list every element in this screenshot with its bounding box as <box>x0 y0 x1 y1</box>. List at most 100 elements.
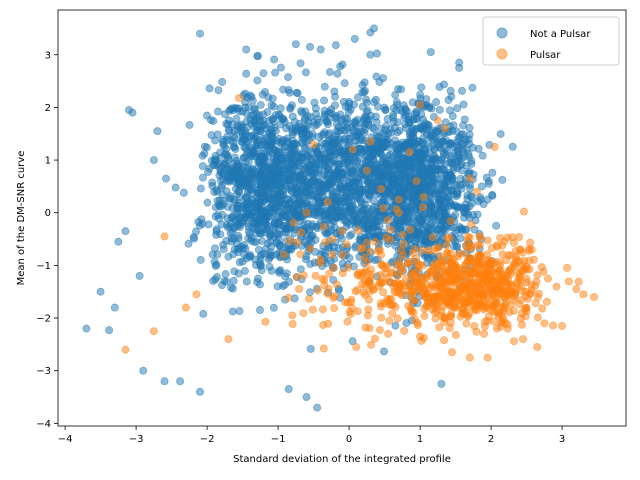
data-point <box>414 218 423 227</box>
data-point <box>110 303 119 312</box>
data-point <box>250 105 259 114</box>
data-point <box>362 238 371 247</box>
data-point <box>335 135 344 144</box>
data-point <box>358 206 367 215</box>
data-point <box>269 303 278 312</box>
data-point <box>313 286 322 295</box>
data-point <box>464 296 473 305</box>
data-point <box>288 311 297 320</box>
data-point <box>253 52 262 61</box>
data-point <box>459 304 468 313</box>
data-point <box>522 274 531 283</box>
data-point <box>253 76 262 85</box>
data-point <box>259 217 268 226</box>
data-point <box>242 110 251 119</box>
data-point <box>261 317 270 326</box>
data-point <box>272 237 281 246</box>
data-point <box>366 50 375 59</box>
data-point <box>236 220 245 229</box>
data-point <box>345 208 354 217</box>
data-point <box>214 107 223 116</box>
data-point <box>497 317 506 326</box>
data-point <box>243 123 252 132</box>
data-point <box>311 210 320 219</box>
data-point <box>205 84 214 93</box>
data-point <box>417 277 426 286</box>
data-point <box>361 145 370 154</box>
data-point <box>209 117 218 126</box>
data-point <box>349 196 358 205</box>
data-point <box>381 105 390 114</box>
data-point <box>222 145 231 154</box>
data-point <box>479 329 488 338</box>
data-point <box>285 236 294 245</box>
data-point <box>419 192 428 201</box>
data-point <box>245 132 254 141</box>
data-point <box>572 285 581 294</box>
data-point <box>212 227 221 236</box>
data-point <box>365 247 374 256</box>
data-point <box>240 266 249 275</box>
data-point <box>271 68 280 77</box>
data-point <box>264 187 273 196</box>
data-point <box>440 124 449 133</box>
data-point <box>432 98 441 107</box>
data-point <box>248 188 257 197</box>
data-point <box>274 212 283 221</box>
data-point <box>255 116 264 125</box>
data-point <box>179 188 188 197</box>
y-tick-label: −3 <box>36 366 51 377</box>
data-point <box>484 260 493 269</box>
data-point <box>370 256 379 265</box>
data-point <box>305 294 314 303</box>
data-point <box>325 68 334 77</box>
data-point <box>451 263 460 272</box>
data-point <box>468 83 477 92</box>
data-point <box>472 327 481 336</box>
data-point <box>419 115 428 124</box>
data-point <box>333 69 342 78</box>
data-point <box>466 192 475 201</box>
data-point <box>260 249 269 258</box>
data-point <box>392 261 401 270</box>
data-point <box>280 280 289 289</box>
data-point <box>404 173 413 182</box>
data-point <box>564 277 573 286</box>
data-point <box>229 127 238 136</box>
data-point <box>503 233 512 242</box>
data-point <box>232 204 241 213</box>
data-point <box>440 318 449 327</box>
y-tick-label: −4 <box>36 419 51 430</box>
data-point <box>284 184 293 193</box>
data-point <box>544 274 553 283</box>
data-point <box>467 156 476 165</box>
data-point <box>279 250 288 259</box>
data-point <box>412 177 421 186</box>
data-point <box>354 153 363 162</box>
data-point <box>385 316 394 325</box>
data-point <box>379 204 388 213</box>
data-point <box>96 287 105 296</box>
data-point <box>352 343 361 352</box>
data-point <box>409 192 418 201</box>
x-tick-label: −3 <box>129 434 144 445</box>
data-point <box>306 344 315 353</box>
data-point <box>367 340 376 349</box>
data-point <box>452 192 461 201</box>
data-point <box>455 63 464 72</box>
data-point <box>437 379 446 388</box>
data-point <box>461 261 470 270</box>
data-point <box>368 123 377 132</box>
data-point <box>121 227 130 236</box>
data-point <box>259 69 268 78</box>
data-point <box>502 256 511 265</box>
data-point <box>297 130 306 139</box>
x-axis-label: Standard deviation of the integrated pro… <box>233 454 451 465</box>
series-pulsar <box>121 93 599 362</box>
data-point <box>346 178 355 187</box>
data-point <box>288 319 297 328</box>
data-point <box>394 150 403 159</box>
data-point <box>456 283 465 292</box>
data-point <box>406 225 415 234</box>
data-point <box>442 241 451 250</box>
